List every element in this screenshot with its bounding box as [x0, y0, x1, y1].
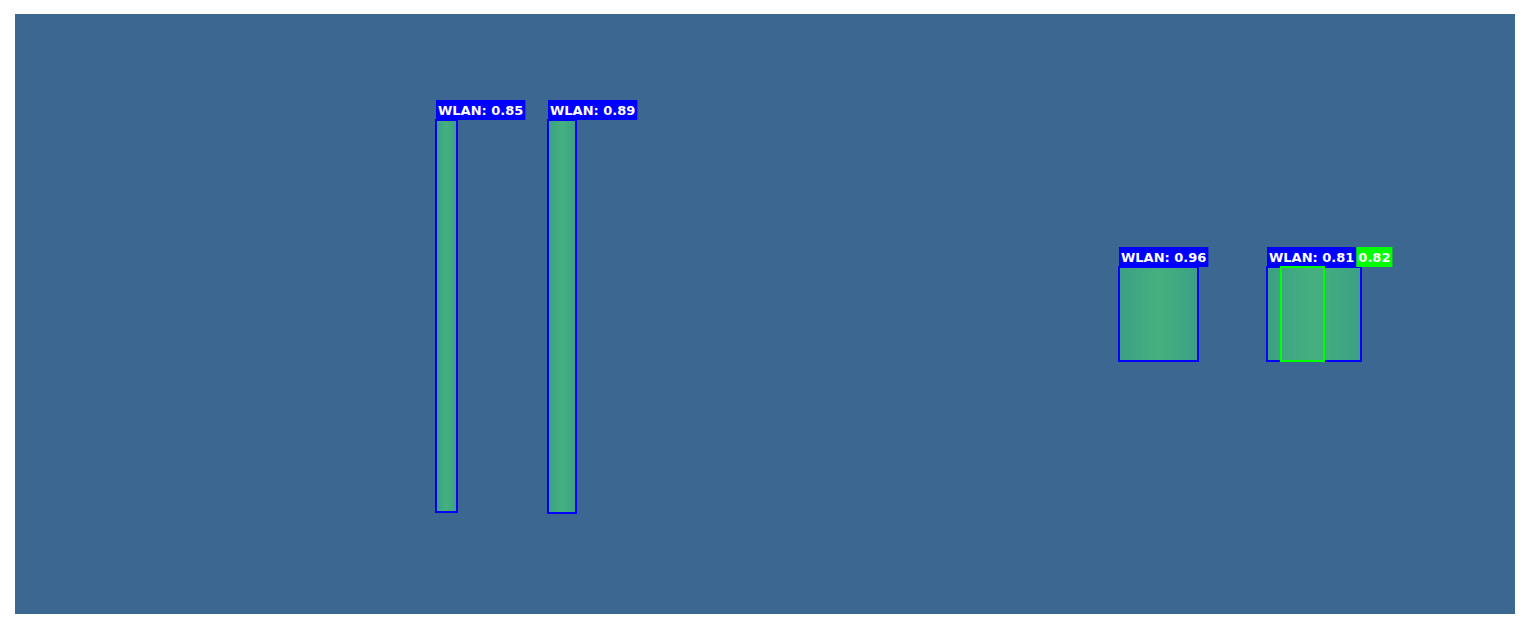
svg-text:WLAN: 0.96: WLAN: 0.96 — [1121, 250, 1206, 265]
svg-text:WLAN: 0.81: WLAN: 0.81 — [1269, 250, 1354, 265]
svg-text:0.82: 0.82 — [1358, 250, 1390, 265]
svg-text:WLAN: 0.89: WLAN: 0.89 — [550, 103, 635, 118]
svg-text:WLAN: 0.85: WLAN: 0.85 — [438, 103, 523, 118]
